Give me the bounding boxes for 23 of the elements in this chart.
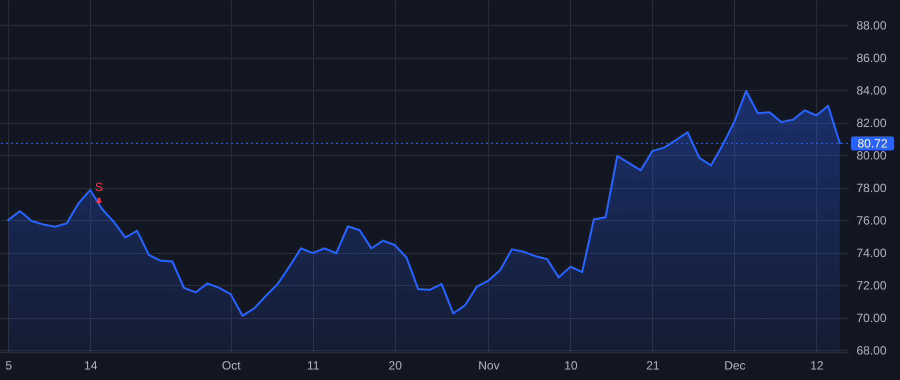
- y-tick-label: 74.00: [856, 246, 887, 260]
- y-tick-label: 68.00: [856, 344, 887, 358]
- x-tick-label: 12: [810, 358, 824, 372]
- y-tick-label: 82.00: [856, 116, 887, 130]
- y-tick-label: 86.00: [856, 51, 887, 66]
- y-tick-label: 72.00: [856, 278, 887, 293]
- x-tick-label: Dec: [724, 358, 746, 372]
- y-tick-label: 88.00: [856, 18, 887, 33]
- x-tick-label: Nov: [478, 358, 500, 372]
- y-tick-label: 80.00: [856, 148, 887, 163]
- y-tick-label: 84.00: [856, 84, 887, 98]
- x-tick-label: 14: [84, 358, 98, 372]
- x-tick-label: Oct: [222, 358, 242, 372]
- y-tick-label: 76.00: [856, 214, 887, 228]
- ref-line-label: 80.72: [857, 136, 888, 150]
- x-tick-label: 11: [306, 358, 320, 372]
- annotation: S: [94, 180, 104, 194]
- y-tick-label: 70.00: [856, 311, 887, 326]
- x-tick-label: 10: [564, 358, 578, 372]
- x-tick-label: 21: [646, 358, 660, 372]
- x-tick-label: 5: [5, 358, 12, 372]
- y-tick-label: 78.00: [856, 181, 887, 196]
- x-tick-label: 20: [388, 358, 402, 372]
